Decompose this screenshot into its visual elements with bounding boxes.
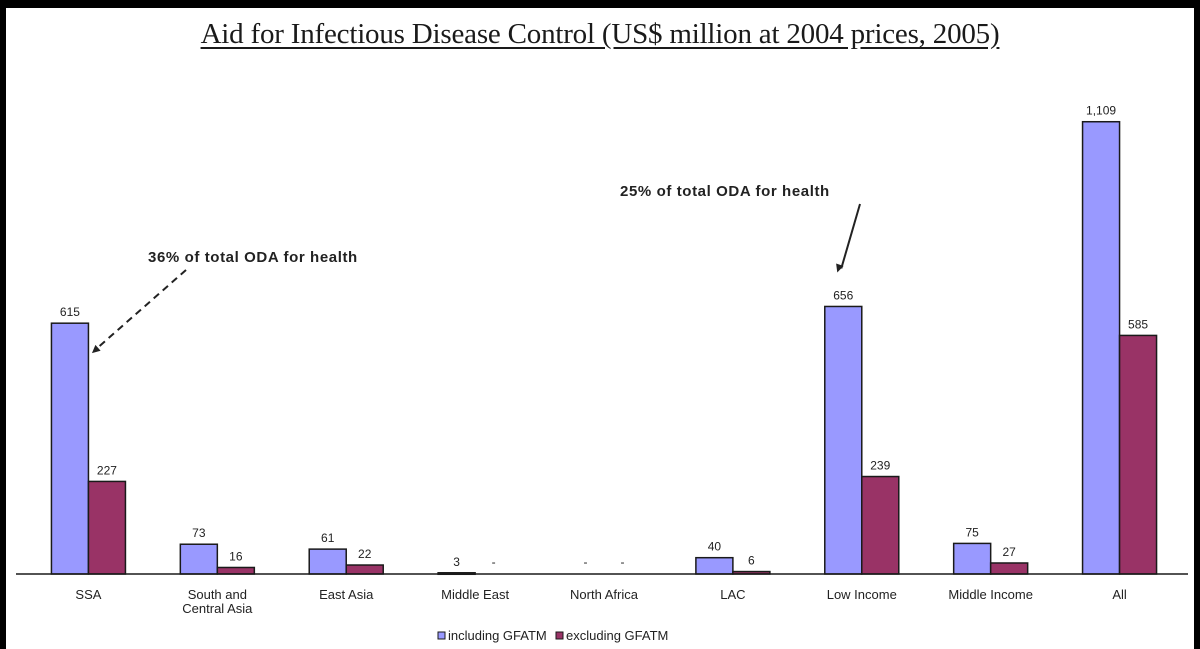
bar-excluding-7 [989, 562, 1029, 575]
data-label-excluding-2: 22 [358, 547, 372, 561]
data-label-including-7: 75 [965, 525, 979, 539]
x-tick-label-0: SSA [75, 587, 101, 602]
bar-including-7 [952, 542, 992, 575]
bar-including-5 [695, 556, 734, 575]
data-label-including-6: 656 [833, 288, 853, 302]
annotation-1: 25% of total ODA for health [620, 183, 830, 200]
data-label-excluding-7: 27 [1002, 545, 1016, 559]
annotation-arrow-line-0 [95, 269, 187, 350]
data-label-including-1: 73 [192, 526, 206, 540]
legend-swatch-0 [437, 631, 446, 640]
data-label-excluding-1: 16 [229, 549, 243, 563]
x-tick-label-6: Low Income [827, 587, 897, 602]
legend-swatch-1 [555, 631, 564, 640]
data-label-including-2: 61 [321, 531, 335, 545]
bar-including-2 [308, 548, 347, 575]
annotation-arrowhead-1 [836, 263, 844, 273]
bar-including-0 [50, 322, 90, 575]
bar-excluding-6 [861, 475, 900, 575]
data-label-including-0: 615 [60, 305, 80, 319]
bar-including-6 [824, 305, 863, 575]
data-label-excluding-4: - [621, 555, 625, 569]
x-tick-label-1: South and Central Asia [182, 587, 253, 616]
x-tick-label-2: East Asia [319, 587, 374, 602]
x-tick-label-8: All [1112, 587, 1127, 602]
data-label-including-4: - [584, 555, 588, 569]
chart-frame: Aid for Infectious Disease Control (US$ … [6, 8, 1194, 649]
bar-excluding-0 [87, 480, 127, 575]
bar-including-8 [1081, 120, 1121, 575]
legend-label-0: including GFATM [448, 628, 547, 643]
data-label-including-5: 40 [708, 540, 722, 554]
chart-title: Aid for Infectious Disease Control (US$ … [200, 18, 1000, 50]
bar-chart: 615 227 SSA 73 16 South and Central Asia 61 22 Ea… [16, 104, 1188, 643]
data-label-including-3: 3 [453, 555, 460, 569]
annotation-arrowhead-0 [91, 344, 101, 354]
bar-excluding-8 [1118, 334, 1158, 575]
bar-excluding-2 [345, 564, 384, 575]
annotation-arrow-line-1 [840, 203, 861, 269]
data-label-including-8: 1,109 [1086, 104, 1116, 118]
x-tick-label-3: Middle East [441, 587, 509, 602]
legend-label-1: excluding GFATM [566, 628, 668, 643]
x-tick-label-4: North Africa [570, 587, 639, 602]
data-label-excluding-6: 239 [870, 459, 890, 473]
x-tick-label-5: LAC [720, 587, 745, 602]
bar-including-1 [179, 543, 219, 575]
data-label-excluding-5: 6 [748, 554, 755, 568]
data-label-excluding-8: 585 [1128, 317, 1148, 331]
data-label-excluding-0: 227 [97, 463, 117, 477]
annotation-0: 36% of total ODA for health [148, 249, 358, 266]
data-label-excluding-3: - [492, 555, 496, 569]
bar-excluding-1 [216, 566, 256, 575]
x-tick-label-7: Middle Income [948, 587, 1033, 602]
